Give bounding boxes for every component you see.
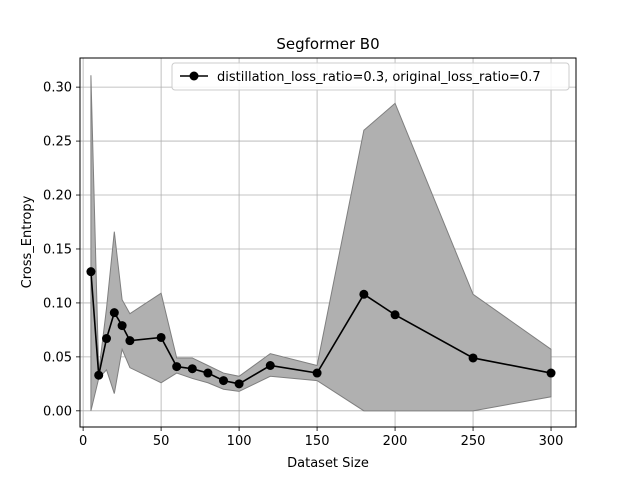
confidence-band bbox=[90, 75, 552, 412]
data-point bbox=[109, 308, 119, 318]
legend-entry: distillation_loss_ratio=0.3, original_lo… bbox=[217, 70, 541, 85]
data-point bbox=[390, 310, 400, 320]
y-tick-label: 0.15 bbox=[43, 242, 72, 257]
x-tick-label: 250 bbox=[461, 434, 486, 449]
y-tick-label: 0.10 bbox=[43, 296, 72, 311]
data-point bbox=[468, 353, 478, 363]
x-axis: 0 50 100 150 200 250 300 bbox=[79, 427, 563, 449]
y-tick-label: 0.20 bbox=[43, 189, 72, 204]
y-axis: 0.00 0.05 0.10 0.15 0.20 0.25 0.30 bbox=[43, 81, 80, 419]
x-tick-label: 300 bbox=[539, 434, 564, 449]
y-tick-label: 0.00 bbox=[43, 404, 72, 419]
data-point bbox=[234, 379, 244, 389]
data-point bbox=[156, 332, 166, 342]
data-point bbox=[203, 368, 213, 378]
y-tick-label: 0.30 bbox=[43, 81, 72, 96]
data-point bbox=[359, 289, 369, 299]
x-tick-label: 100 bbox=[227, 434, 252, 449]
data-point bbox=[546, 368, 556, 378]
data-point bbox=[117, 321, 127, 331]
series bbox=[86, 267, 556, 389]
data-point bbox=[125, 336, 135, 346]
legend: distillation_loss_ratio=0.3, original_lo… bbox=[171, 62, 570, 91]
legend-box bbox=[171, 62, 570, 91]
data-point bbox=[187, 364, 197, 374]
y-tick-label: 0.25 bbox=[43, 135, 72, 150]
data-point bbox=[86, 267, 96, 277]
x-tick-label: 50 bbox=[153, 434, 170, 449]
series-line bbox=[90, 271, 552, 385]
x-tick-label: 0 bbox=[79, 434, 87, 449]
data-point bbox=[218, 376, 228, 386]
data-point bbox=[312, 368, 322, 378]
chart-title: Segformer B0 bbox=[276, 35, 379, 53]
legend-marker-sample bbox=[189, 71, 199, 81]
x-tick-label: 150 bbox=[305, 434, 330, 449]
data-point bbox=[172, 362, 182, 372]
plot-frame bbox=[79, 57, 577, 428]
band-area bbox=[90, 75, 552, 412]
data-point bbox=[94, 370, 104, 380]
data-point bbox=[265, 361, 275, 370]
y-axis-label: Cross_Entropy bbox=[20, 195, 35, 288]
x-axis-label: Dataset Size bbox=[287, 456, 369, 471]
y-tick-label: 0.05 bbox=[43, 350, 72, 365]
data-point bbox=[102, 334, 112, 344]
x-tick-label: 200 bbox=[383, 434, 408, 449]
